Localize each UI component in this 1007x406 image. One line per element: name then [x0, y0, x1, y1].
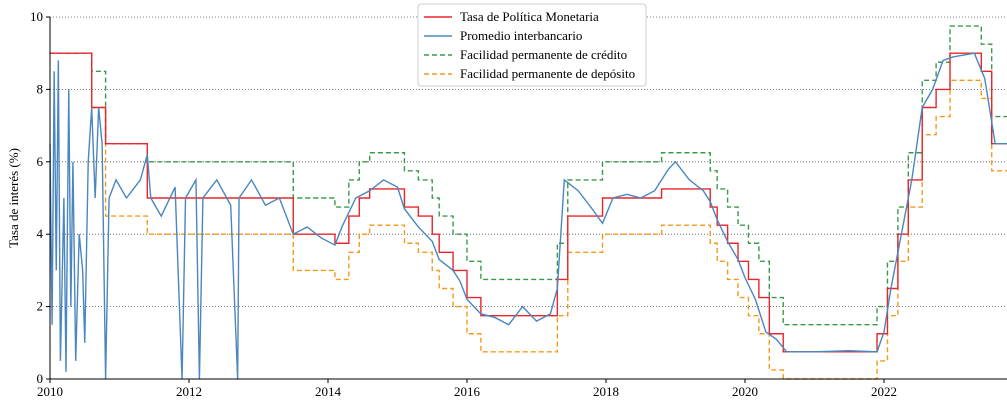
legend: Tasa de Política Monetaria Promedio inter…: [417, 3, 647, 87]
legend-label: Facilidad permanente de depósito: [460, 66, 635, 81]
legend-label: Tasa de Política Monetaria: [460, 9, 599, 24]
y-tick-label: 0: [37, 371, 44, 386]
legend-label: Facilidad permanente de crédito: [460, 47, 627, 62]
legend-box: [417, 3, 647, 87]
legend-label: Promedio interbancario: [460, 28, 582, 43]
series-line: [50, 25, 1007, 326]
x-tick-label: 2010: [37, 384, 63, 399]
series-line: [49, 52, 1007, 380]
x-tick-label: 2020: [732, 384, 758, 399]
series-line: [50, 52, 1007, 353]
x-tick-label: 2012: [176, 384, 202, 399]
x-tick-label: 2018: [593, 384, 619, 399]
y-tick-label: 10: [30, 9, 43, 24]
x-tick-label: 2014: [315, 384, 342, 399]
y-tick-label: 2: [37, 299, 44, 314]
y-tick-label: 6: [37, 154, 44, 169]
y-axis-label: Tasa de interés (%): [6, 148, 21, 248]
y-tick-label: 8: [37, 81, 44, 96]
y-tick-label: 4: [37, 226, 44, 241]
x-tick-label: 2022: [871, 384, 897, 399]
x-tick-label: 2016: [454, 384, 481, 399]
series-line: [50, 52, 1007, 380]
